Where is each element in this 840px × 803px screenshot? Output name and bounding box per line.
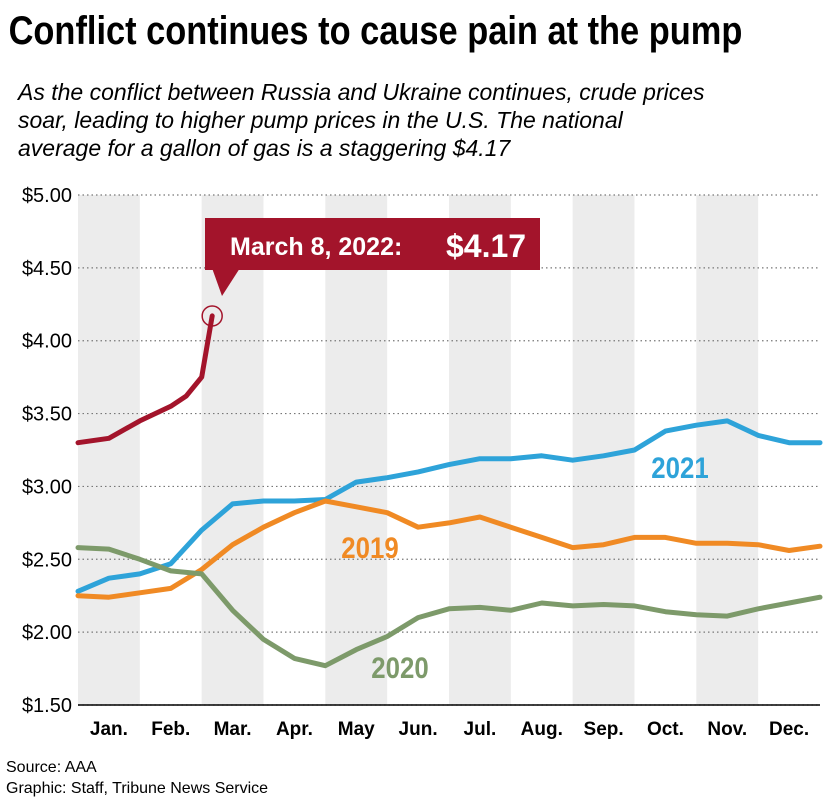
y-tick-label: $2.50	[22, 549, 72, 571]
annotation: March 8, 2022:	[230, 233, 402, 261]
x-tick-label: May	[338, 719, 375, 740]
subtitle: As the conflict between Russia and Ukrai…	[16, 79, 705, 105]
y-tick-label: $5.00	[22, 185, 72, 207]
series-label: 2019	[341, 531, 398, 564]
subtitle: average for a gallon of gas is a stagger…	[18, 135, 511, 161]
series-line	[75, 313, 215, 446]
credit: Graphic: Staff, Tribune News Service	[6, 780, 268, 797]
x-tick-label: Dec.	[769, 719, 809, 740]
source: Source: AAA	[6, 759, 97, 776]
month-band	[325, 195, 388, 705]
x-tick-label: Feb.	[151, 719, 190, 740]
value-label: $4.17	[446, 228, 526, 264]
series-line	[75, 545, 823, 669]
y-tick-label: $2.00	[22, 622, 72, 644]
series-label: 2020	[371, 651, 428, 684]
y-tick-label: $3.50	[22, 404, 72, 426]
x-tick-label: Jan.	[90, 719, 128, 740]
month-band	[201, 195, 264, 705]
point-marker	[201, 305, 223, 327]
x-tick-label: Jul.	[464, 719, 497, 740]
callout-box	[205, 218, 540, 270]
callout-pointer	[212, 268, 240, 296]
y-tick-label: $1.50	[22, 695, 72, 717]
series-label: 2021	[651, 451, 708, 484]
x-tick-label: Nov.	[707, 719, 747, 740]
y-tick-label: $4.50	[22, 258, 72, 280]
x-tick-label: Jun.	[399, 719, 438, 740]
x-tick-label: Mar.	[214, 719, 252, 740]
x-tick-label: Sep.	[584, 719, 624, 740]
x-tick-label: Oct.	[647, 719, 684, 740]
series-line	[75, 418, 823, 594]
subtitle: soar, leading to higher pump prices in t…	[18, 107, 624, 133]
y-tick-label: $4.00	[22, 331, 72, 353]
x-tick-label: Apr.	[276, 719, 313, 740]
y-tick-label: $3.00	[22, 476, 72, 498]
month-band	[696, 195, 759, 705]
month-band	[449, 195, 511, 705]
month-band	[78, 195, 140, 705]
chart-title: Conflict continues to cause pain at the …	[9, 8, 743, 53]
series-line	[75, 498, 823, 600]
x-tick-label: Aug.	[521, 719, 563, 740]
